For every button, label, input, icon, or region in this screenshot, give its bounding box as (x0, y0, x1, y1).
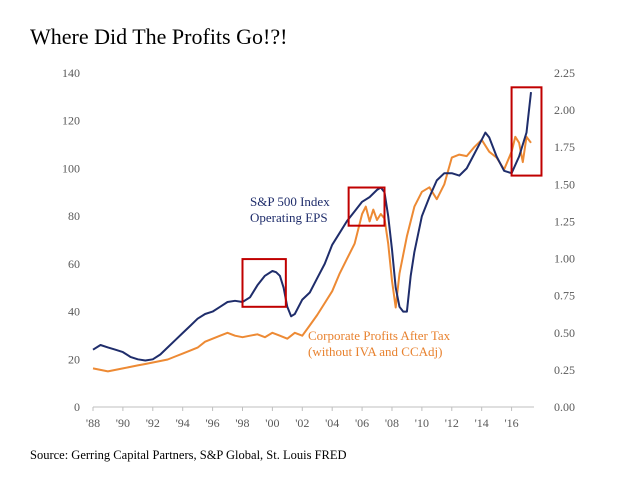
x-tick-label: '00 (265, 416, 279, 430)
right-tick-label: 2.00 (554, 103, 575, 117)
x-tick-label: '98 (235, 416, 249, 430)
series-label-eps-line-1: S&P 500 Index (250, 194, 330, 209)
series-label-profits-line-2: (without IVA and CCAdj) (308, 344, 442, 359)
right-tick-label: 1.25 (554, 214, 575, 228)
series-label-profits-line-1: Corporate Profits After Tax (308, 328, 451, 343)
right-tick-label: 0.50 (554, 326, 575, 340)
series-label-eps: S&P 500 Index Operating EPS (250, 194, 333, 225)
source-note: Source: Gerring Capital Partners, S&P Gl… (30, 448, 347, 462)
left-tick-label: 120 (62, 114, 80, 128)
right-tick-label: 0.00 (554, 400, 575, 414)
left-tick-label: 60 (68, 257, 80, 271)
highlight-box (347, 186, 386, 227)
right-axis-ticks: 0.00 0.25 0.50 0.75 1.00 1.25 1.50 1.75 2.00 2.25 (554, 66, 575, 414)
x-tick-label: '08 (385, 416, 399, 430)
left-tick-label: 80 (68, 209, 80, 223)
series-label-eps-line-2: Operating EPS (250, 210, 328, 225)
x-tick-label: '04 (325, 416, 339, 430)
x-tick-label: '02 (295, 416, 309, 430)
series-line-profits (92, 135, 532, 373)
x-tick-label: '90 (116, 416, 130, 430)
right-tick-label: 1.50 (554, 177, 575, 191)
chart-title: Where Did The Profits Go!?! (30, 24, 288, 49)
x-tick-label: '16 (504, 416, 518, 430)
highlight-box (510, 86, 543, 177)
x-tick-label: '06 (355, 416, 369, 430)
x-axis-ticks: '88 '90 '92 '94 '96 '98 '00 '02 '04 '06 '08 '10 '12 '… (86, 407, 519, 430)
series-line-eps (92, 91, 532, 362)
highlight-boxes (241, 86, 543, 308)
left-tick-label: 140 (62, 66, 80, 80)
series-label-profits: Corporate Profits After Tax (without IVA… (308, 328, 453, 359)
left-tick-label: 0 (74, 400, 80, 414)
x-tick-label: '88 (86, 416, 100, 430)
series-layer (92, 91, 532, 373)
right-tick-label: 1.00 (554, 252, 575, 266)
x-tick-label: '94 (176, 416, 190, 430)
left-tick-label: 20 (68, 352, 80, 366)
right-tick-label: 2.25 (554, 66, 575, 80)
x-tick-label: '10 (415, 416, 429, 430)
right-tick-label: 1.75 (554, 140, 575, 154)
right-tick-label: 0.25 (554, 363, 575, 377)
x-tick-label: '92 (146, 416, 160, 430)
left-axis-ticks: 0 20 40 60 80 100 120 140 (62, 66, 80, 414)
right-tick-label: 0.75 (554, 289, 575, 303)
left-tick-label: 100 (62, 161, 80, 175)
x-tick-label: '14 (475, 416, 489, 430)
highlight-box (241, 258, 287, 308)
left-tick-label: 40 (68, 305, 80, 319)
x-tick-label: '96 (206, 416, 220, 430)
x-tick-label: '12 (445, 416, 459, 430)
